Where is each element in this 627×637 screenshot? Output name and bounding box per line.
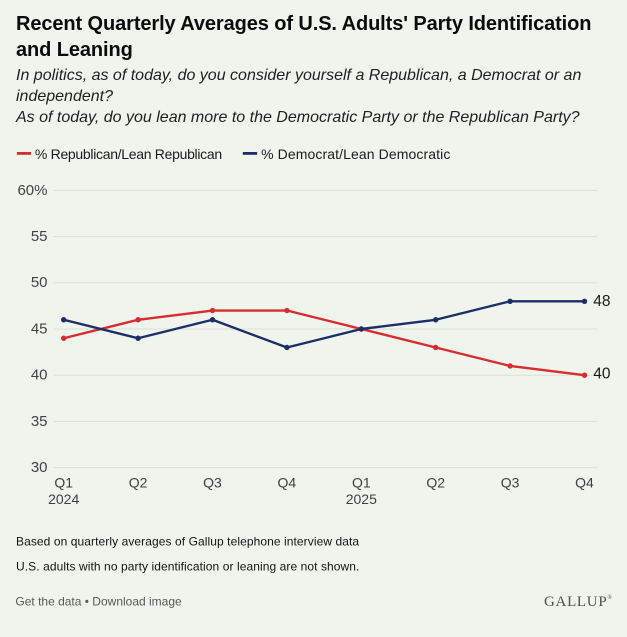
svg-text:40: 40 [593,365,611,382]
svg-text:In politics, as of today, do y: In politics, as of today, do you conside… [16,67,581,84]
svg-text:Q3: Q3 [203,475,222,491]
svg-text:2025: 2025 [346,491,377,507]
svg-text:independent?: independent? [16,88,113,105]
svg-text:Get the data • Download image: Get the data • Download image [15,595,182,609]
svg-text:Q3: Q3 [501,475,520,491]
svg-text:Q4: Q4 [278,475,297,491]
svg-text:60%: 60% [17,182,47,199]
svg-text:Q2: Q2 [426,475,445,491]
svg-text:U.S. adults with no party iden: U.S. adults with no party identification… [16,560,359,574]
svg-text:Based on quarterly averages of: Based on quarterly averages of Gallup te… [16,534,359,548]
svg-text:55: 55 [31,228,48,245]
svg-text:Q1: Q1 [54,475,73,491]
svg-text:30: 30 [31,459,48,476]
svg-text:As of today, do you lean more: As of today, do you lean more to the Dem… [15,109,580,126]
svg-text:GALLUP®: GALLUP® [544,594,613,610]
svg-text:2024: 2024 [48,491,79,507]
svg-text:35: 35 [31,413,48,430]
svg-text:45: 45 [31,320,48,337]
svg-text:Recent Quarterly Averages of U: Recent Quarterly Averages of U.S. Adults… [16,13,591,35]
svg-text:Q1: Q1 [352,475,371,491]
svg-text:% Democrat/Lean Democratic: % Democrat/Lean Democratic [261,146,450,162]
svg-text:Q2: Q2 [129,475,148,491]
svg-text:50: 50 [31,274,48,291]
svg-text:Q4: Q4 [575,475,594,491]
svg-text:and Leaning: and Leaning [16,39,133,61]
svg-text:48: 48 [593,293,610,310]
svg-text:% Republican/Lean Republican: % Republican/Lean Republican [35,146,222,162]
svg-text:40: 40 [31,367,48,384]
